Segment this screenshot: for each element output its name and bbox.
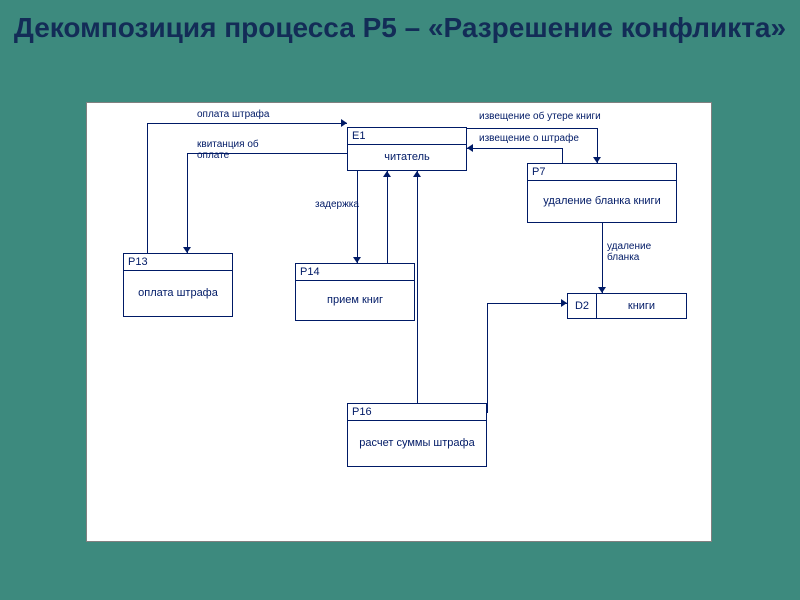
arrow-head-icon <box>383 171 391 177</box>
diagram-frame: оплата штрафа квитанция об оплате задерж… <box>86 102 712 542</box>
arrow <box>187 153 347 154</box>
node-id: E1 <box>348 128 466 145</box>
datastore-d2: D2 книги <box>567 293 687 319</box>
edge-label-delete-card: удаление бланка <box>607 241 677 263</box>
node-label: расчет суммы штрафа <box>348 421 486 465</box>
arrow <box>562 148 563 163</box>
arrow <box>357 171 358 263</box>
node-label: оплата штрафа <box>124 271 232 315</box>
arrow <box>467 148 562 149</box>
node-id: P14 <box>296 264 414 281</box>
process-p13: P13 оплата штрафа <box>123 253 233 317</box>
edge-label-loss-notice: извещение об утере книги <box>479 111 601 122</box>
arrow <box>602 223 603 293</box>
arrow <box>417 171 418 403</box>
node-label: книги <box>597 294 686 318</box>
arrow-head-icon <box>341 119 347 127</box>
edge-label-delay: задержка <box>315 199 359 210</box>
edge-label-receipt: квитанция об оплате <box>197 139 287 161</box>
slide-title: Декомпозиция процесса Р5 – «Разрешение к… <box>0 0 800 46</box>
process-p7: P7 удаление бланка книги <box>527 163 677 223</box>
process-p14: P14 прием книг <box>295 263 415 321</box>
arrow <box>487 303 567 304</box>
node-label: прием книг <box>296 281 414 319</box>
arrow <box>387 171 388 263</box>
arrow <box>147 123 148 253</box>
node-id: P7 <box>528 164 676 181</box>
node-label: удаление бланка книги <box>528 181 676 221</box>
node-label: читатель <box>348 145 466 169</box>
edge-label-fine-payment: оплата штрафа <box>197 109 269 120</box>
process-p16: P16 расчет суммы штрафа <box>347 403 487 467</box>
arrow <box>467 128 597 129</box>
diagram: оплата штрафа квитанция об оплате задерж… <box>87 103 711 541</box>
node-id: P13 <box>124 254 232 271</box>
arrow-head-icon <box>413 171 421 177</box>
arrow <box>147 123 347 124</box>
node-id: P16 <box>348 404 486 421</box>
edge-label-fine-notice: извещение о штрафе <box>479 133 579 144</box>
arrow <box>487 303 488 413</box>
slide: Декомпозиция процесса Р5 – «Разрешение к… <box>0 0 800 600</box>
arrow <box>187 153 188 253</box>
arrow-head-icon <box>467 144 473 152</box>
entity-e1: E1 читатель <box>347 127 467 171</box>
node-id: D2 <box>568 294 597 318</box>
